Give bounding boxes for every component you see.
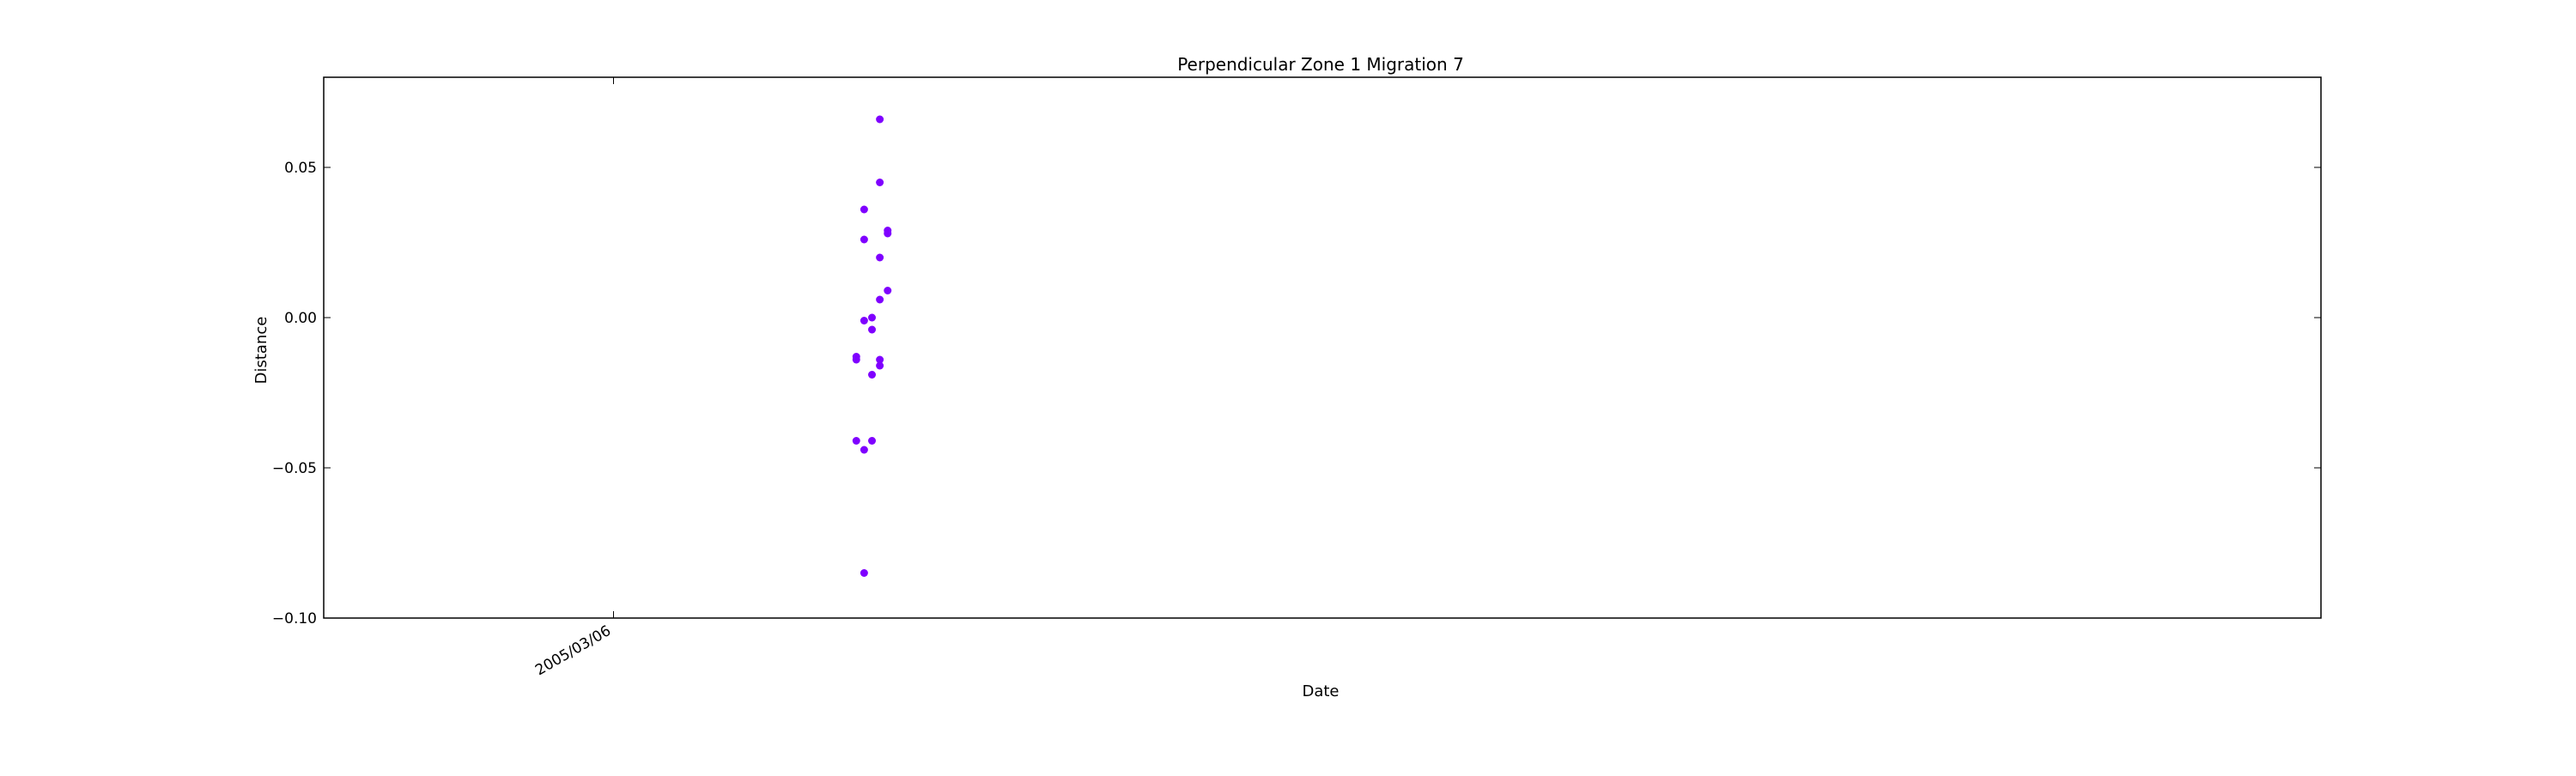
data-point xyxy=(868,313,877,322)
y-tick-label: −0.10 xyxy=(272,610,317,627)
data-point xyxy=(876,295,884,304)
axis-ticks: −0.10 −0.05 0.00 0.05 2005/03/06 xyxy=(272,77,2321,679)
data-point xyxy=(868,371,877,379)
data-point xyxy=(860,569,868,577)
y-tick-label: −0.05 xyxy=(272,460,317,477)
y-tick-label: 0.05 xyxy=(284,160,317,177)
data-point xyxy=(868,325,877,334)
x-axis-label: Date xyxy=(1302,682,1339,700)
data-point xyxy=(876,179,884,186)
data-points xyxy=(852,115,892,577)
data-point xyxy=(876,361,884,370)
y-tick-label: 0.00 xyxy=(284,310,317,327)
data-point xyxy=(860,205,868,214)
plot-area-frame xyxy=(323,76,2322,619)
chart-title: Perpendicular Zone 1 Migration 7 xyxy=(1177,54,1464,75)
data-point xyxy=(884,229,892,238)
data-point xyxy=(884,287,892,294)
data-point xyxy=(868,437,877,445)
x-tick-label: 2005/03/06 xyxy=(532,622,614,679)
data-point xyxy=(876,355,884,364)
data-point xyxy=(860,235,868,244)
data-point xyxy=(852,437,860,445)
data-point xyxy=(876,253,884,262)
y-axis-label: Distance xyxy=(252,317,270,385)
data-point xyxy=(852,355,860,364)
data-point xyxy=(876,115,884,124)
data-point xyxy=(860,446,868,454)
data-point xyxy=(860,317,868,324)
